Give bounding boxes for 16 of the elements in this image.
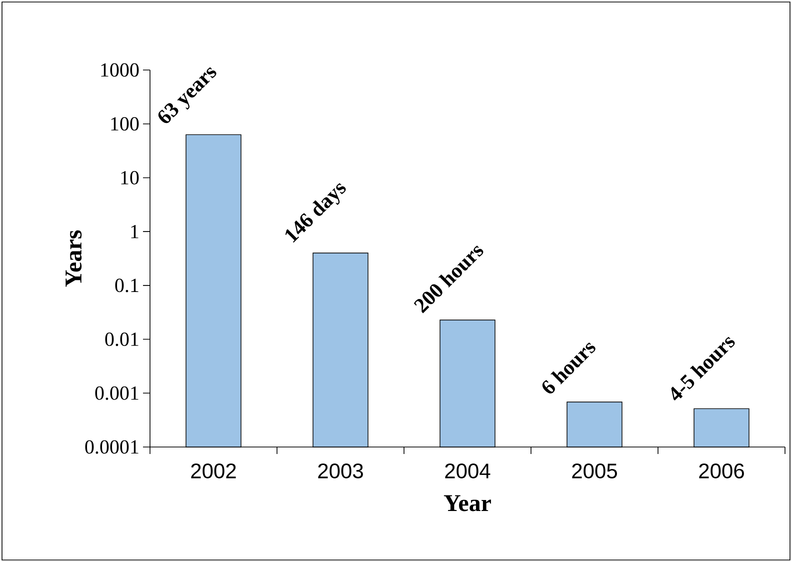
- x-tick-label: 2003: [318, 464, 363, 478]
- y-tick-label: 0.0001: [85, 440, 138, 454]
- y-tick-label: 1000: [101, 63, 139, 77]
- y-tick-label: 100: [111, 117, 139, 131]
- y-tick-label: 1: [131, 224, 138, 238]
- y-tick-label: 10: [121, 170, 139, 184]
- x-axis-title: Year: [444, 495, 491, 512]
- x-tick-label: 2004: [445, 464, 490, 478]
- annotation: 146 days: [285, 183, 346, 243]
- y-tick-label: 0.1: [115, 278, 138, 292]
- x-tick-label: 2006: [699, 464, 744, 478]
- x-tick-label: 2002: [191, 464, 236, 478]
- y-tick-label: 0.01: [105, 332, 138, 346]
- y-axis-title: Years: [66, 230, 82, 287]
- y-tick-label: 0.001: [95, 386, 138, 400]
- x-tick-label: 2005: [572, 464, 617, 478]
